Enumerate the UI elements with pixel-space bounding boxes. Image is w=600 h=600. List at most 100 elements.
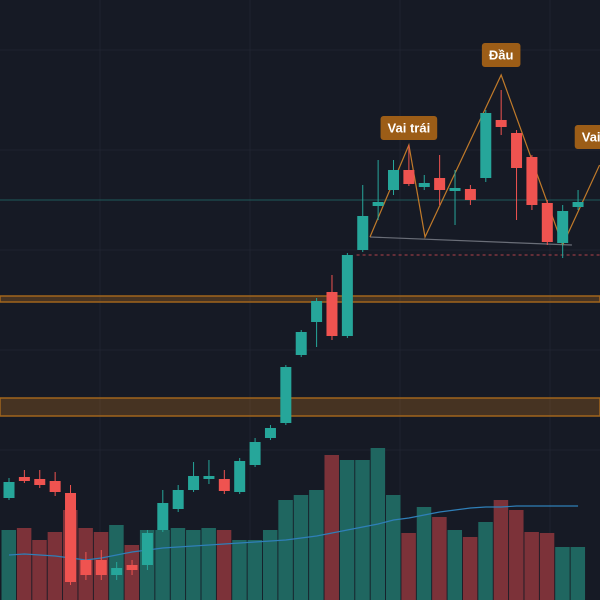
candle-body [464, 189, 476, 200]
volume-bar [401, 533, 416, 600]
candle [3, 478, 15, 500]
volume-bar [1, 530, 16, 600]
candle-body [572, 202, 584, 207]
zone [0, 397, 600, 417]
candle-body [495, 120, 507, 127]
volume-bar [309, 490, 324, 600]
candle [526, 155, 538, 210]
volume-bar [170, 528, 186, 600]
volume-bar [386, 495, 401, 600]
candle [157, 490, 169, 532]
candle-body [3, 482, 15, 498]
candle-body [65, 493, 77, 582]
candle-body [557, 211, 569, 243]
candle-body [341, 255, 353, 336]
candle [95, 550, 107, 580]
volume-bar [416, 507, 432, 600]
candle [18, 470, 30, 483]
candle [141, 530, 153, 570]
volume-bar [324, 455, 339, 600]
volume-bar [555, 547, 570, 600]
volume-bar [232, 540, 247, 600]
candle [357, 185, 369, 252]
candle [126, 560, 138, 575]
candle-body [111, 568, 123, 575]
annotation: Đầu [481, 43, 521, 67]
candle [188, 462, 200, 492]
candle-body [526, 157, 538, 205]
candle-body [49, 481, 61, 492]
candle-body [418, 183, 430, 187]
volume-bar [47, 532, 63, 600]
annotation-label: Đầu [489, 47, 514, 62]
volume-bar [278, 500, 293, 600]
candle [511, 130, 523, 220]
candle [264, 425, 276, 440]
candle [218, 470, 230, 494]
annotation-box [481, 43, 521, 67]
candle-body [157, 503, 169, 530]
candle [572, 190, 584, 210]
candle-body [80, 560, 92, 575]
candle-body [95, 560, 107, 575]
candle-body [403, 170, 415, 184]
candle [464, 185, 476, 205]
candle [403, 145, 415, 186]
candle [280, 365, 292, 425]
candle-body [357, 216, 369, 250]
candle [434, 155, 446, 205]
candle [34, 470, 46, 488]
candle-body [434, 178, 446, 190]
volume-bar [570, 547, 586, 600]
volume-bar [447, 530, 463, 600]
candle-body [18, 477, 30, 481]
candle [372, 160, 384, 220]
volume-bar [32, 540, 47, 600]
annotation-label: Vai trái [388, 120, 431, 135]
candle-body [295, 332, 307, 355]
candle-body [188, 476, 200, 490]
volume-bar [478, 522, 493, 600]
candle-body [480, 113, 492, 178]
candle-body [449, 188, 461, 191]
candle-body [172, 490, 184, 509]
candle [249, 438, 261, 467]
volume-bar [509, 510, 524, 600]
candle-body [388, 170, 399, 190]
candle [557, 205, 569, 258]
candle [311, 298, 323, 347]
candle-body [311, 301, 323, 322]
candle [111, 562, 123, 580]
candle [172, 485, 184, 512]
candle [234, 458, 246, 494]
annotation: Vai [574, 125, 600, 149]
volume-bar [201, 528, 216, 600]
volume-bar [539, 533, 555, 600]
candle-body [280, 367, 292, 423]
candle [388, 160, 399, 195]
annotation-box [574, 125, 600, 149]
annotation-box [380, 116, 438, 140]
candle [326, 275, 338, 340]
volume-bar [462, 537, 478, 600]
zone [0, 295, 600, 303]
volume-bar [524, 532, 539, 600]
volume-ma-line [8, 505, 579, 561]
candle-body [203, 476, 215, 479]
candle [480, 110, 492, 182]
candle [295, 330, 307, 357]
annotation: Vai trái [380, 116, 438, 140]
candle [541, 200, 553, 245]
candle-body [511, 133, 523, 168]
volume-bar [247, 540, 263, 600]
volume-bar [216, 530, 232, 600]
volume-bar [16, 528, 32, 600]
candle [49, 472, 61, 496]
volume-bar [262, 530, 278, 600]
volume-bar [493, 500, 509, 600]
candle [341, 253, 353, 338]
candle-body [249, 442, 261, 465]
volume-bar [432, 517, 447, 600]
